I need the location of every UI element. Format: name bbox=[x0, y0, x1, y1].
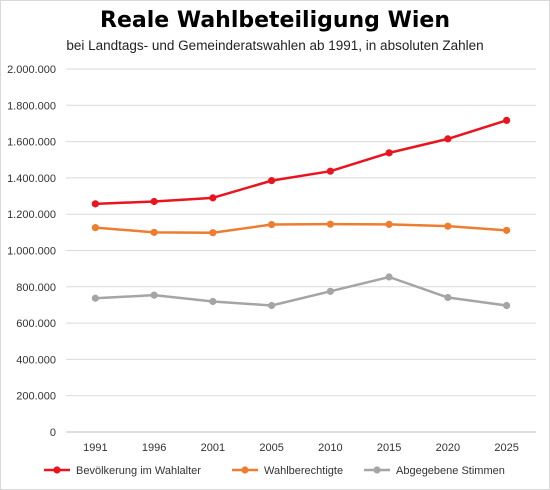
x-tick-label: 2015 bbox=[377, 442, 401, 454]
series-group bbox=[91, 116, 511, 310]
data-point bbox=[209, 229, 217, 237]
series-line bbox=[94, 222, 508, 234]
legend-item: Bevölkerung im Wahlalter bbox=[44, 465, 201, 477]
y-tick-label: 0 bbox=[50, 427, 56, 439]
y-tick-label: 800.000 bbox=[16, 282, 56, 294]
data-point bbox=[268, 220, 276, 229]
legend-marker bbox=[241, 466, 249, 474]
y-tick-label: 1.200.000 bbox=[7, 209, 56, 221]
data-point bbox=[326, 167, 334, 175]
y-axis-ticks: 0 200.000 400.000 600.000 800.000 1.000.000 1.… bbox=[7, 64, 56, 439]
legend-marker bbox=[53, 466, 61, 474]
x-tick-label: 1991 bbox=[83, 442, 107, 454]
data-point bbox=[444, 293, 452, 302]
y-tick-label: 400.000 bbox=[16, 354, 56, 366]
series-line bbox=[94, 119, 508, 206]
legend-item: Abgegebene Stimmen bbox=[364, 465, 505, 477]
data-point bbox=[385, 273, 393, 281]
data-point bbox=[209, 194, 217, 202]
x-tick-label: 2001 bbox=[201, 442, 225, 454]
data-point bbox=[91, 294, 99, 302]
chart-title: Reale Wahlbeteiligung Wien bbox=[100, 8, 450, 33]
y-tick-label: 600.000 bbox=[16, 318, 56, 330]
data-point bbox=[385, 149, 393, 157]
x-tick-label: 1996 bbox=[142, 442, 166, 454]
gridlines bbox=[66, 68, 536, 433]
data-point bbox=[444, 135, 452, 143]
data-point bbox=[326, 287, 334, 295]
series-3 bbox=[91, 273, 511, 310]
data-point bbox=[503, 116, 511, 124]
data-point bbox=[503, 301, 511, 310]
legend-marker bbox=[373, 466, 381, 474]
data-point bbox=[503, 226, 511, 234]
legend-item: Wahlberechtigte bbox=[232, 465, 343, 477]
series-1 bbox=[91, 116, 511, 208]
y-tick-label: 1.800.000 bbox=[7, 100, 56, 112]
x-tick-label: 2025 bbox=[494, 442, 518, 454]
legend-label: Wahlberechtigte bbox=[264, 465, 343, 477]
x-tick-label: 2010 bbox=[318, 442, 342, 454]
y-tick-label: 1.000.000 bbox=[7, 246, 56, 258]
series-line bbox=[94, 275, 508, 307]
x-tick-label: 2005 bbox=[259, 442, 283, 454]
y-tick-label: 2.000.000 bbox=[7, 64, 56, 76]
y-tick-label: 200.000 bbox=[16, 391, 56, 403]
x-tick-label: 2020 bbox=[436, 442, 460, 454]
data-point bbox=[326, 220, 334, 228]
y-tick-label: 1.400.000 bbox=[7, 173, 56, 185]
data-point bbox=[444, 222, 452, 230]
data-point bbox=[209, 297, 217, 306]
data-point bbox=[268, 301, 276, 310]
series-2 bbox=[91, 220, 511, 237]
data-point bbox=[91, 200, 99, 208]
legend-label: Bevölkerung im Wahlalter bbox=[76, 465, 201, 477]
legend-label: Abgegebene Stimmen bbox=[396, 465, 505, 477]
data-point bbox=[150, 291, 158, 299]
y-tick-label: 1.600.000 bbox=[7, 137, 56, 149]
data-point bbox=[268, 177, 276, 185]
data-point bbox=[385, 220, 393, 228]
data-point bbox=[150, 197, 158, 206]
data-point bbox=[150, 228, 158, 236]
x-axis-ticks: 1991 1996 2001 2005 2010 2015 2020 2025 bbox=[83, 442, 519, 454]
chart-subtitle: bei Landtags- und Gemeinderatswahlen ab … bbox=[66, 38, 484, 53]
legend: Bevölkerung im Wahlalter Wahlberechtigte A… bbox=[44, 465, 505, 477]
data-point bbox=[91, 224, 99, 232]
